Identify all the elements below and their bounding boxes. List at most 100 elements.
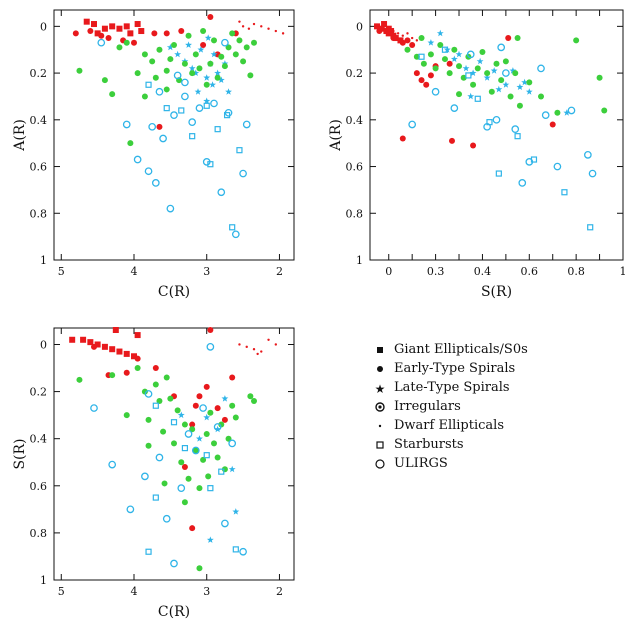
legend-marker-open-circle [375,459,385,469]
data-point [163,374,170,381]
legend-marker-star: ★ [375,382,386,394]
data-point [101,25,108,32]
series-dwarf-ellipticals [238,338,278,356]
data-point [178,28,185,35]
x-tick-label: 3 [203,265,210,278]
x-tick-label: 0.3 [427,265,445,278]
data-point [196,485,203,492]
data-point [223,112,231,119]
data-point [224,108,233,117]
data-point [151,30,158,37]
data-point [94,30,101,37]
data-point [203,97,211,104]
data-point [181,445,189,452]
data-point [166,43,174,51]
data-point [221,416,228,423]
data-point [200,28,207,35]
data-point [161,480,168,487]
data-point [243,44,250,51]
data-point [225,88,232,95]
data-point [210,50,218,58]
data-point [177,484,186,492]
data-point [418,77,425,84]
data-point [476,57,484,65]
data-point [247,393,254,400]
data-point [479,49,486,56]
data-point [138,28,145,35]
x-axis-label: S(R) [481,284,512,300]
y-tick-label: 0 [40,338,47,351]
data-point [174,407,181,414]
legend-label: Starbursts [394,437,464,452]
legend-item-early-type-spirals: Early-Type Spirals [374,359,624,378]
legend-marker-ring-dot [375,402,385,412]
data-point [109,91,116,98]
data-point [200,456,207,463]
data-point [170,419,178,426]
data-point [189,133,196,140]
data-point [221,395,229,402]
data-point [196,565,203,572]
data-point [91,343,97,350]
data-point [87,339,94,346]
data-point [423,81,430,88]
data-point [483,74,491,81]
data-point [229,224,236,231]
data-point [256,352,259,356]
data-point [408,120,417,129]
data-point [199,404,207,412]
data-point [155,453,164,462]
legend-item-late-type-spirals: ★ Late-Type Spirals [374,378,624,397]
data-point [538,93,545,100]
data-point [596,74,603,81]
data-point [404,37,411,44]
data-point [149,58,156,65]
data-point [221,63,228,70]
data-point [236,37,243,44]
data-point [584,151,592,159]
legend-label: ULIRGS [394,456,448,471]
data-point [401,34,404,37]
x-tick-label: 0.4 [474,265,492,278]
data-point [267,27,270,30]
data-point [274,29,278,33]
data-point [492,115,501,124]
legend-label: Giant Ellipticals/S0s [394,342,528,357]
data-point [116,44,123,51]
data-point [474,65,481,72]
legend-marker-dot [378,424,382,428]
data-point [131,39,137,46]
y-tick-label: 1 [40,574,47,587]
data-point [133,155,142,164]
data-point [163,105,170,112]
data-point [238,343,241,346]
data-point [415,39,419,42]
x-tick-label: 5 [58,265,65,278]
data-point [151,179,160,187]
data-point [192,69,200,76]
y-tick-label: 0 [40,20,47,33]
data-point [171,42,177,49]
series-early-type-spirals [72,14,239,130]
data-point [76,67,83,74]
data-point [178,459,185,466]
data-point [217,188,226,197]
data-point [156,46,163,53]
data-point [91,21,97,28]
data-point [209,81,216,88]
data-point [251,39,257,46]
data-point [495,170,502,177]
data-point [406,32,409,35]
data-point [116,348,123,355]
series-ulirgs [90,342,247,568]
series-dwarf-ellipticals [238,20,285,35]
data-point [145,416,152,423]
data-point [427,51,434,58]
data-point [525,158,534,166]
data-point [509,67,517,74]
data-point [404,46,411,53]
data-point [178,107,185,114]
series-early-type-spirals [91,327,236,532]
data-point [410,36,414,40]
data-point [109,346,116,353]
